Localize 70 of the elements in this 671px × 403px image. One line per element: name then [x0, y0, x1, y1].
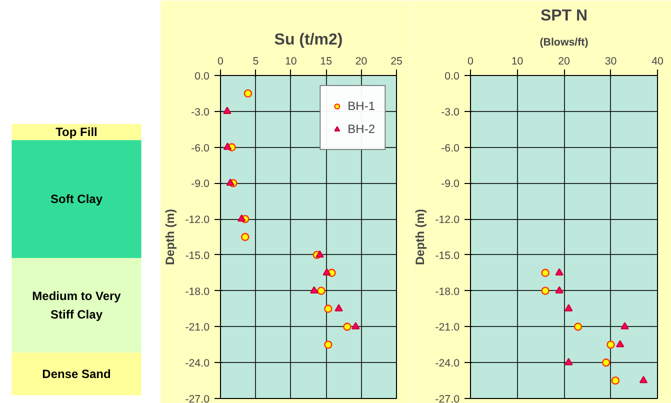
y-tick-label: -12.0	[185, 214, 210, 226]
point	[616, 340, 624, 348]
x-tick-label: 0	[218, 56, 224, 68]
y-tick-label: -27.0	[435, 394, 460, 403]
point	[639, 376, 648, 384]
chart-title: SPT N	[540, 8, 588, 24]
x-tick-label: 0	[468, 56, 474, 68]
x-tick-label: 15	[320, 56, 332, 68]
point	[226, 178, 234, 186]
point	[574, 322, 582, 331]
y-tick-label: -6.0	[441, 142, 460, 154]
point	[317, 286, 326, 295]
y-tick-label: -3.0	[191, 106, 210, 118]
point	[602, 358, 610, 367]
point	[555, 286, 564, 294]
text: Top Fill	[56, 125, 98, 140]
point	[241, 232, 250, 242]
text: Dense Sand	[42, 366, 111, 381]
point	[343, 322, 352, 331]
y-tick-label: -24.0	[435, 358, 460, 370]
point	[334, 304, 343, 312]
y-tick-label: -15.0	[435, 250, 460, 262]
y-tick-label: -27.0	[185, 394, 210, 403]
x-tick-label: 20	[558, 56, 570, 68]
point	[541, 268, 550, 277]
point	[541, 286, 550, 295]
point	[223, 142, 232, 150]
point	[324, 340, 332, 349]
y-axis-title: Depth (m)	[163, 208, 178, 265]
text: Medium to Very Stiff Clay	[32, 289, 122, 322]
y-tick-label: -18.0	[435, 286, 460, 298]
x-tick-label: 10	[511, 56, 524, 68]
point	[223, 106, 232, 114]
legend-label: BH-2	[348, 122, 375, 136]
point	[564, 358, 573, 366]
point	[564, 304, 573, 312]
chart-title: Su (t/m2)	[274, 32, 343, 48]
y-tick-label: -24.0	[185, 358, 210, 370]
point	[611, 376, 620, 385]
chart-subtitle: (Blows/ft)	[540, 36, 589, 48]
y-tick-label: -21.0	[435, 322, 460, 334]
point	[555, 268, 564, 276]
y-tick-label: -3.0	[441, 106, 460, 118]
point	[352, 322, 360, 330]
point	[238, 214, 246, 222]
point	[620, 322, 629, 330]
x-tick-label: 5	[252, 56, 259, 68]
y-tick-label: -15.0	[185, 250, 210, 262]
y-tick-label: -6.0	[191, 142, 210, 154]
point	[316, 250, 324, 258]
y-tick-label: 0.0	[444, 70, 460, 82]
y-tick-label: 0.0	[194, 70, 210, 82]
point	[244, 89, 252, 98]
x-tick-label: 25	[390, 56, 402, 68]
x-tick-label: 30	[604, 56, 617, 68]
text: Soft Clay	[50, 192, 103, 206]
point	[310, 286, 318, 294]
x-tick-label: 10	[284, 56, 297, 68]
y-tick-label: -18.0	[185, 286, 210, 298]
legend-label: BH-1	[348, 99, 375, 113]
y-tick-label: -12.0	[435, 214, 460, 226]
y-tick-label: -9.0	[191, 178, 210, 190]
x-tick-label: 40	[652, 56, 664, 68]
y-axis-title: Depth (m)	[413, 208, 428, 265]
point	[324, 304, 332, 313]
point	[606, 340, 615, 349]
point	[322, 268, 331, 276]
x-tick-label: 20	[355, 56, 368, 68]
y-tick-label: -21.0	[185, 322, 210, 334]
y-tick-label: -9.0	[441, 178, 460, 190]
